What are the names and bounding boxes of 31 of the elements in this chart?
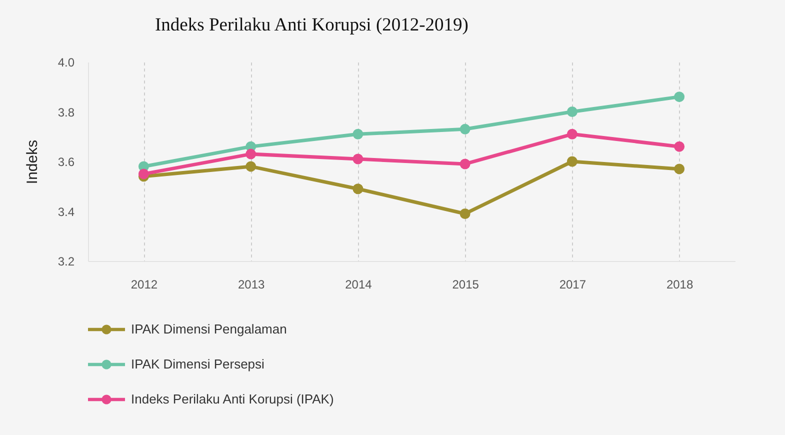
point	[566, 156, 578, 167]
point	[674, 92, 685, 102]
point	[352, 154, 364, 164]
point	[138, 168, 149, 180]
point	[674, 141, 685, 152]
point	[460, 158, 470, 170]
chart-title: Indeks Perilaku Anti Korupsi (2012-2019)	[155, 16, 468, 36]
y-tick-label: 3.8	[58, 105, 75, 120]
x-tick-label: 2012	[130, 278, 158, 292]
point	[246, 148, 256, 160]
point	[352, 184, 364, 194]
x-tick-label: 2013	[238, 278, 265, 292]
y-axis-title: Indeks	[24, 140, 41, 184]
point	[352, 128, 364, 140]
y-tick-label: 3.2	[58, 254, 75, 268]
point	[566, 128, 578, 140]
point	[460, 208, 470, 219]
legend-label: Indeks Perilaku Anti Korupsi (IPAK)	[131, 392, 334, 406]
point	[674, 164, 685, 174]
point	[460, 124, 470, 134]
x-tick-label: 2018	[666, 278, 694, 292]
x-tick-label: 2014	[345, 278, 372, 292]
x-tick-label: 2015	[452, 278, 480, 292]
y-tick-label: 3.6	[58, 155, 75, 169]
point	[246, 161, 256, 172]
x-tick-label: 2017	[559, 278, 586, 292]
y-tick-label: 3.4	[58, 204, 75, 219]
legend-label: IPAK Dimensi Persepsi	[131, 356, 265, 372]
point	[566, 106, 578, 117]
legend-label: IPAK Dimensi Pengalaman	[131, 322, 287, 336]
y-tick-label: 4.0	[58, 56, 75, 70]
